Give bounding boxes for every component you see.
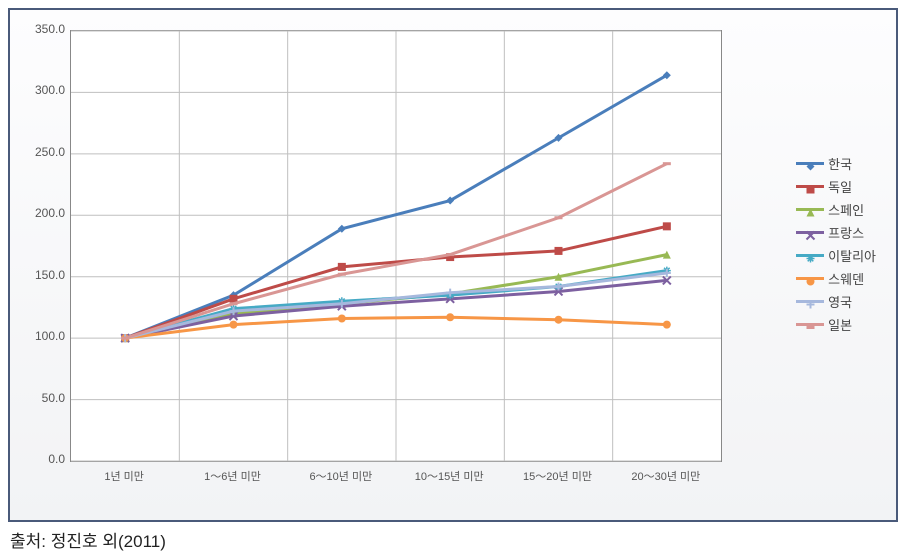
legend: 한국독일스페인프랑스이탈리아스웨덴영국일본 (796, 150, 876, 338)
y-tick: 300.0 (15, 83, 65, 97)
y-tick: 350.0 (15, 22, 65, 36)
legend-label: 스페인 (828, 200, 864, 219)
legend-item: 프랑스 (796, 223, 876, 242)
y-tick: 50.0 (15, 391, 65, 405)
y-tick: 150.0 (15, 268, 65, 282)
y-tick: 0.0 (15, 452, 65, 466)
x-label: 15～20년 미만 (523, 468, 592, 484)
plot-area (70, 30, 722, 462)
legend-label: 스웨덴 (828, 269, 864, 288)
x-label: 1년 미만 (104, 468, 144, 484)
legend-label: 독일 (828, 177, 852, 196)
legend-item: 스웨덴 (796, 269, 876, 288)
legend-item: 이탈리아 (796, 246, 876, 265)
legend-item: 독일 (796, 177, 876, 196)
source-citation: 출처: 정진호 외(2011) (10, 527, 166, 552)
y-tick: 250.0 (15, 145, 65, 159)
y-tick: 100.0 (15, 329, 65, 343)
x-label: 1～6년 미만 (204, 468, 261, 484)
x-label: 20～30년 미만 (631, 468, 700, 484)
legend-label: 영국 (828, 292, 852, 311)
legend-item: 영국 (796, 292, 876, 311)
legend-item: 스페인 (796, 200, 876, 219)
legend-label: 프랑스 (828, 223, 864, 242)
x-label: 10～15년 미만 (415, 468, 484, 484)
legend-label: 이탈리아 (828, 246, 876, 265)
x-label: 6～10년 미만 (309, 468, 372, 484)
chart-svg (71, 31, 721, 461)
legend-item: 일본 (796, 315, 876, 334)
legend-item: 한국 (796, 154, 876, 173)
legend-label: 한국 (828, 154, 852, 173)
y-tick: 200.0 (15, 206, 65, 220)
legend-label: 일본 (828, 315, 852, 334)
